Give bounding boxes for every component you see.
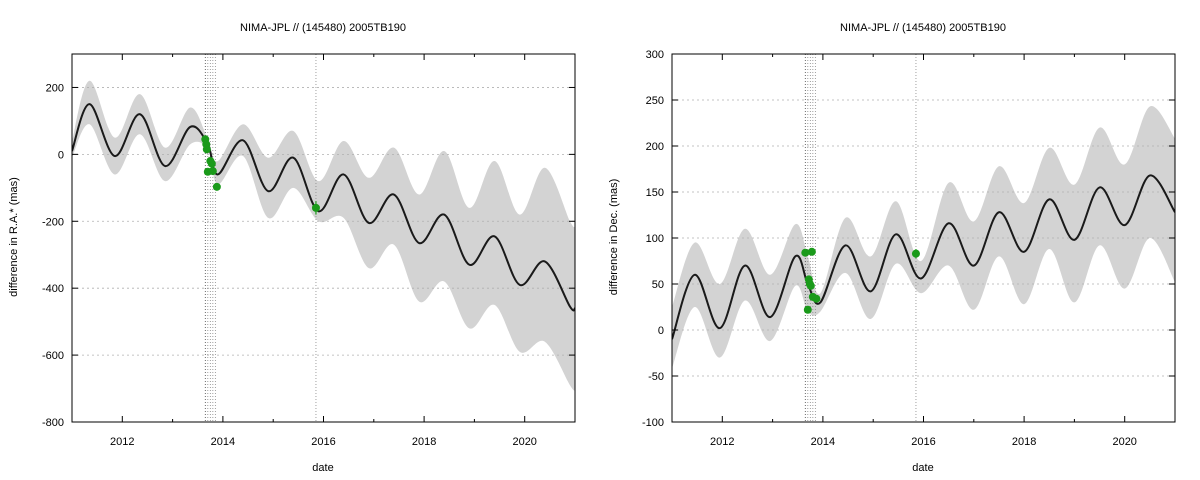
uncertainty-band: [672, 106, 1175, 369]
data-point: [806, 281, 815, 290]
x-tick-label: 2012: [710, 436, 734, 448]
point-marker: [207, 159, 216, 168]
plot-area: [672, 54, 1175, 422]
x-tick-label: 2014: [811, 436, 835, 448]
y-tick-label: 100: [646, 233, 664, 245]
point-marker: [202, 145, 211, 154]
data-point: [311, 201, 320, 215]
y-tick-label: 0: [658, 325, 664, 337]
point-marker: [208, 167, 217, 176]
x-tick-label: 2012: [110, 436, 134, 448]
point-marker: [807, 247, 816, 256]
x-tick-label: 2020: [1112, 436, 1136, 448]
data-point: [208, 167, 217, 176]
chart-title: NIMA-JPL // (145480) 2005TB190: [840, 22, 1006, 34]
x-tick-label: 2018: [412, 436, 436, 448]
data-point: [207, 159, 216, 168]
y-tick-label: 50: [652, 279, 664, 291]
y-tick-label: 250: [646, 95, 664, 107]
data-point: [807, 247, 816, 256]
ra-residual-chart: NIMA-JPL // (145480) 2005TB190 date diff…: [8, 22, 576, 474]
data-point: [803, 305, 812, 314]
data-point: [911, 249, 920, 259]
plot-area: [72, 54, 575, 422]
point-marker: [911, 249, 920, 258]
x-tick-label: 2018: [1012, 436, 1036, 448]
data-point: [812, 294, 821, 303]
x-axis-label: date: [312, 462, 333, 474]
y-tick-label: 150: [646, 187, 664, 199]
point-marker: [212, 182, 221, 191]
x-tick-label: 2016: [911, 436, 935, 448]
model-curve: [672, 174, 1175, 340]
y-tick-label: -200: [42, 216, 64, 228]
point-marker: [801, 248, 810, 257]
point-marker: [812, 294, 821, 303]
point-marker: [311, 203, 320, 212]
x-tick-label: 2020: [512, 436, 536, 448]
x-axis-label: date: [912, 462, 933, 474]
y-tick-label: 0: [58, 149, 64, 161]
y-axis-label: difference in R.A.* (mas): [8, 177, 20, 297]
uncertainty-band: [72, 80, 575, 391]
y-tick-label: 200: [646, 141, 664, 153]
y-tick-label: -400: [42, 283, 64, 295]
y-axis-label: difference in Dec. (mas): [608, 179, 620, 296]
point-marker: [806, 281, 815, 290]
y-tick-label: -800: [42, 417, 64, 429]
y-tick-label: 200: [46, 82, 64, 94]
x-tick-label: 2016: [311, 436, 335, 448]
dec-residual-chart: NIMA-JPL // (145480) 2005TB190 date diff…: [608, 22, 1176, 474]
y-tick-label: -50: [648, 371, 664, 383]
data-point: [202, 145, 211, 154]
data-point: [212, 182, 221, 191]
chart-title: NIMA-JPL // (145480) 2005TB190: [240, 22, 406, 34]
point-marker: [803, 305, 812, 314]
y-tick-label: -100: [642, 417, 664, 429]
y-tick-label: -600: [42, 350, 64, 362]
y-tick-label: 300: [646, 49, 664, 61]
x-tick-label: 2014: [211, 436, 235, 448]
data-point: [801, 248, 810, 257]
